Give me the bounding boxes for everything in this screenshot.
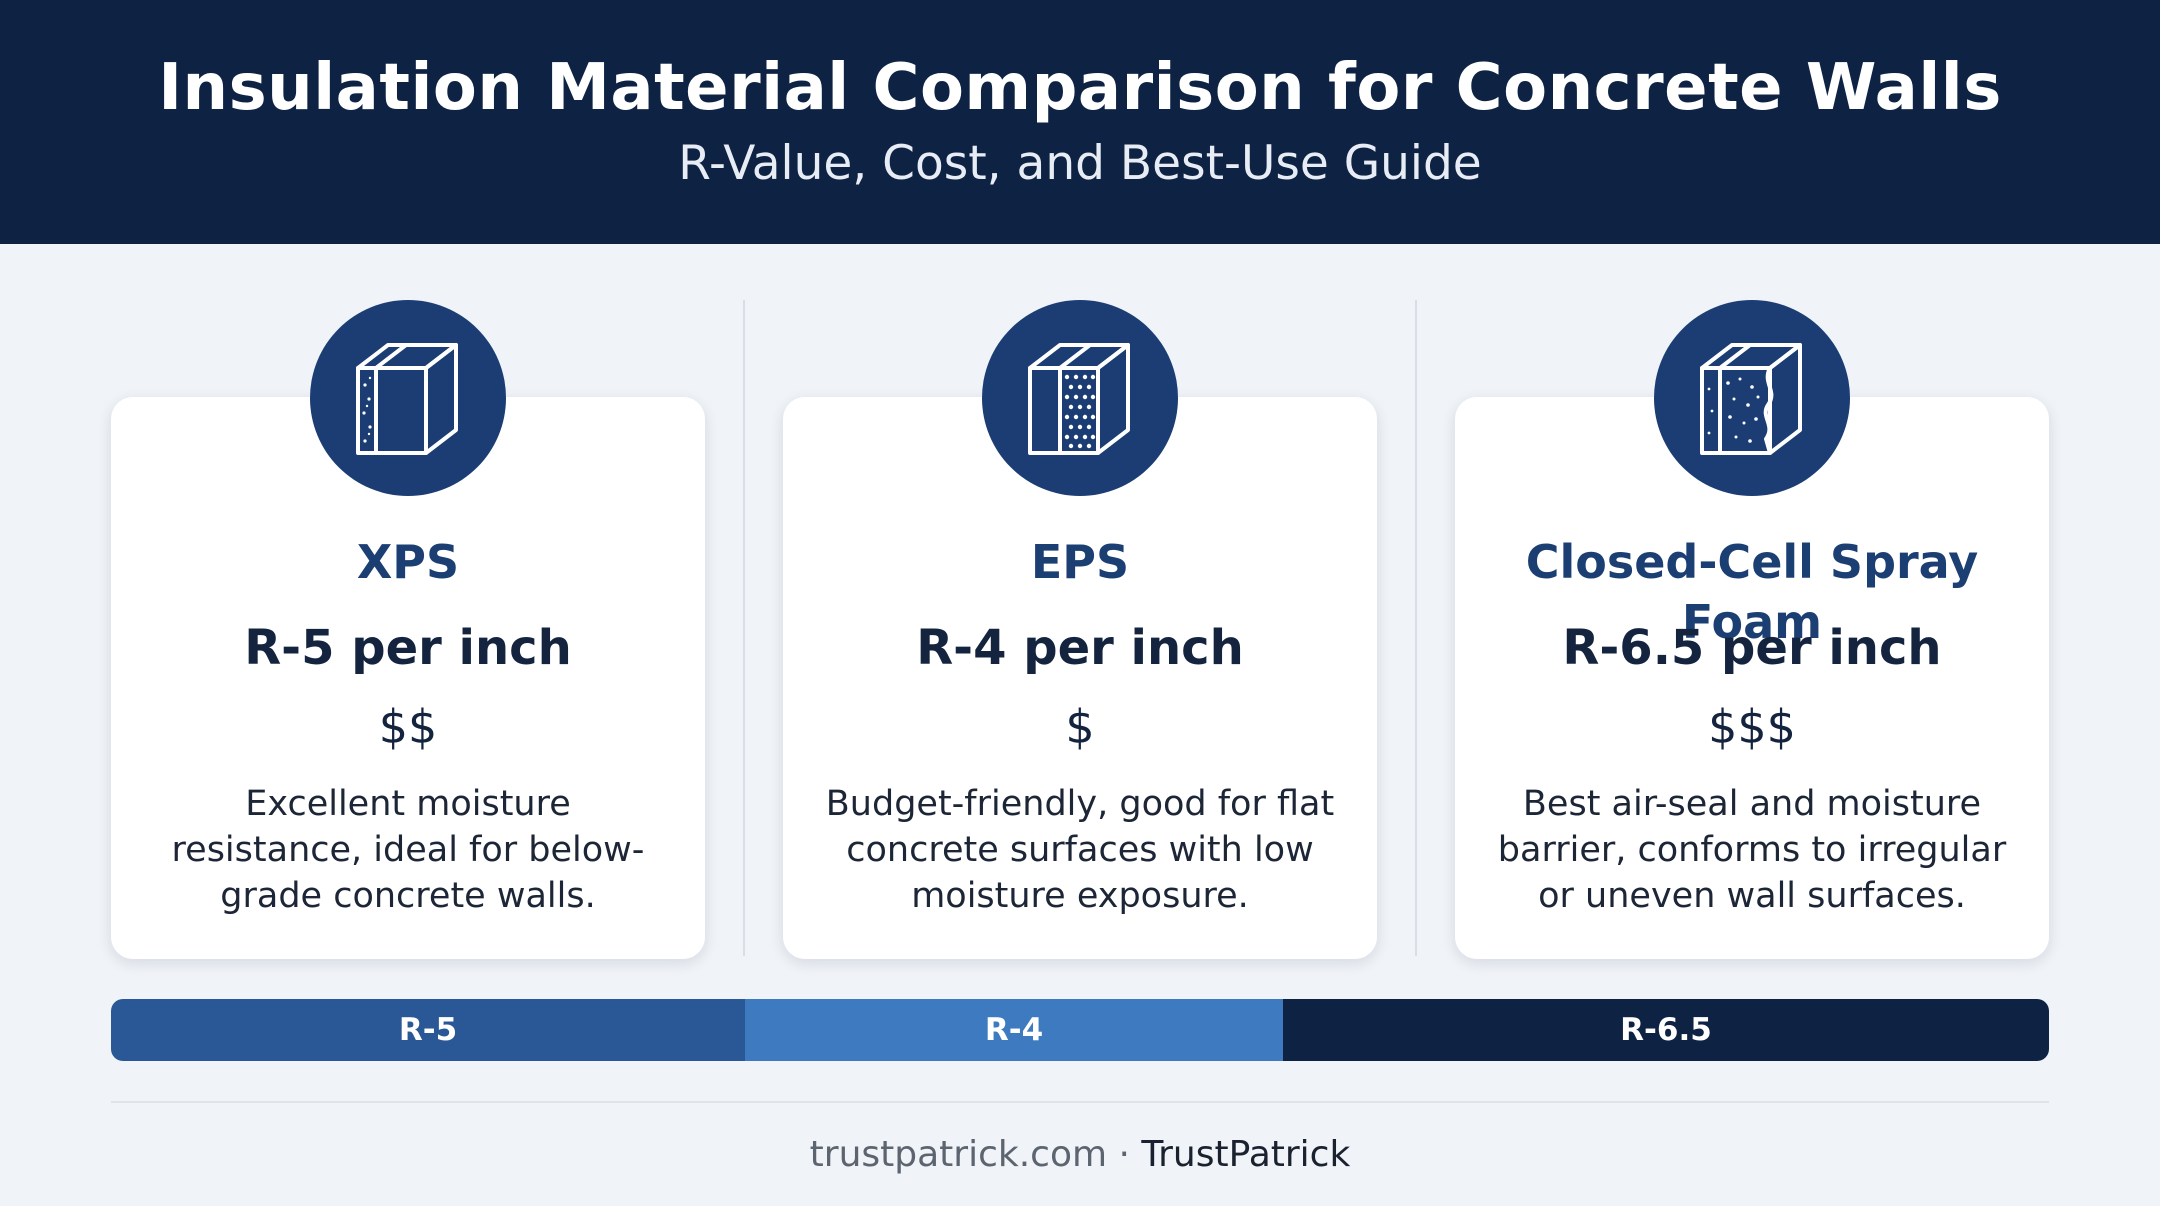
footer-site-link[interactable]: trustpatrick.com xyxy=(809,1134,1108,1175)
eps-icon-badge xyxy=(982,300,1178,496)
material-name: EPS xyxy=(1030,535,1130,589)
material-rvalue: R-4 per inch xyxy=(916,620,1244,676)
column-divider xyxy=(743,300,745,956)
material-card-eps: EPS R-4 per inch $ Budget-friendly, good… xyxy=(783,397,1377,959)
material-name: XPS xyxy=(356,535,460,589)
footer: trustpatrick.com · TrustPatrick xyxy=(0,1130,2160,1180)
spray-foam-wall-icon xyxy=(1700,343,1802,455)
material-name: Closed-Cell Spray Foam xyxy=(1525,535,1979,649)
insulation-board-speckled-icon xyxy=(356,343,458,455)
rvalue-segment-spray-foam: R-6.5 xyxy=(1283,999,2049,1061)
material-rvalue: R-6.5 per inch xyxy=(1562,620,1942,676)
page-title: Insulation Material Comparison for Concr… xyxy=(158,51,2002,125)
footer-divider xyxy=(111,1101,2049,1103)
material-description: Best air-seal and moisture barrier, conf… xyxy=(1497,784,2007,916)
header-banner: Insulation Material Comparison for Concr… xyxy=(0,0,2160,244)
material-cost: $$$ xyxy=(1708,700,1796,754)
footer-separator: · xyxy=(1118,1134,1130,1175)
material-cost: $$ xyxy=(378,700,438,754)
rvalue-comparison-bar: R-5 R-4 R-6.5 xyxy=(111,999,2049,1061)
rvalue-segment-xps: R-5 xyxy=(111,999,745,1061)
xps-icon-badge xyxy=(310,300,506,496)
material-description: Excellent moisture resistance, ideal for… xyxy=(171,784,645,916)
material-description: Budget-friendly, good for flat concrete … xyxy=(825,784,1335,916)
footer-brand: TrustPatrick xyxy=(1141,1134,1351,1175)
page-subtitle: R-Value, Cost, and Best-Use Guide xyxy=(678,136,1482,191)
column-divider xyxy=(1415,300,1417,956)
rvalue-segment-eps: R-4 xyxy=(745,999,1283,1061)
material-cost: $ xyxy=(1065,700,1095,754)
material-rvalue: R-5 per inch xyxy=(244,620,572,676)
insulation-board-beaded-icon xyxy=(1028,343,1130,455)
spray-foam-icon-badge xyxy=(1654,300,1850,496)
